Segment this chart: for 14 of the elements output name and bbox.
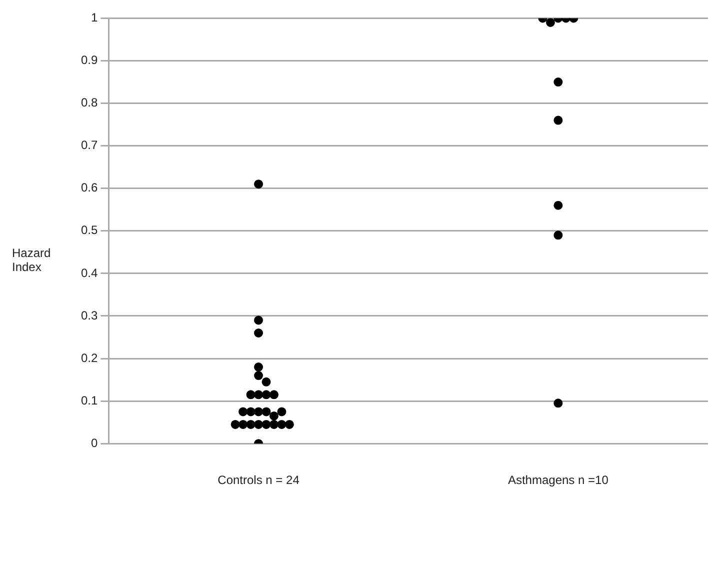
- x-tick-label: Controls n = 24: [218, 473, 300, 488]
- y-tick-label: 0.8: [80, 96, 98, 110]
- y-tick-label: 0: [90, 436, 98, 450]
- y-tick-label: 0.5: [80, 223, 98, 238]
- y-tick-label: 0.2: [80, 350, 98, 365]
- y-tick-label: 0.4: [80, 266, 98, 280]
- y-tick-label: 0.7: [80, 138, 98, 152]
- y-tick-label: 0.6: [80, 180, 98, 195]
- y-tick-label: 0.1: [80, 393, 98, 408]
- x-tick-label: Asthmagens n =10: [508, 473, 609, 488]
- y-axis-title: Hazard Index: [12, 246, 52, 274]
- y-tick-label: 0.3: [80, 308, 98, 322]
- y-tick-label: 1: [90, 10, 98, 25]
- y-tick-label: 0.9: [80, 53, 98, 68]
